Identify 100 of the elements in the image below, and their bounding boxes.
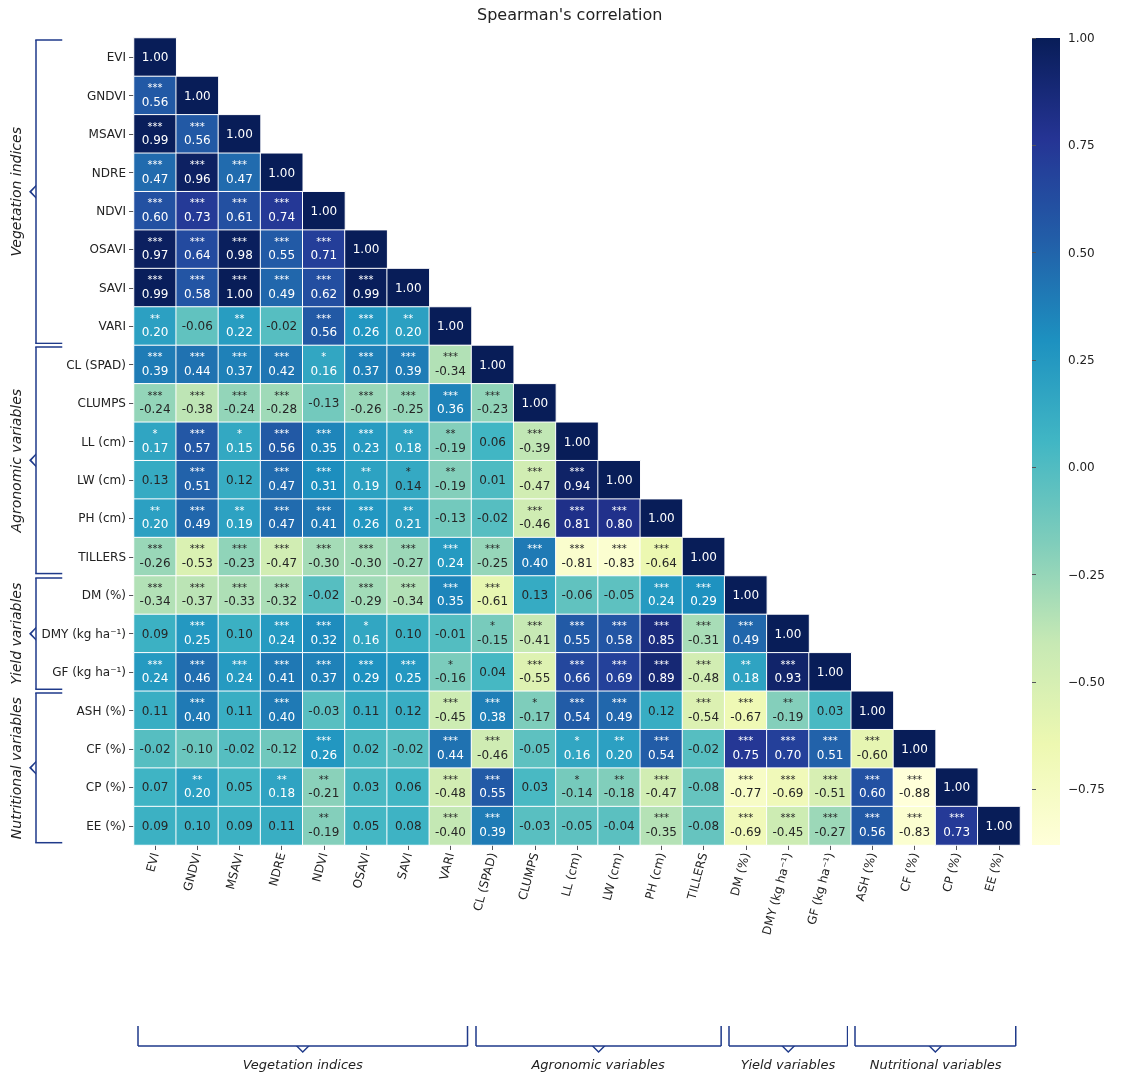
data-label: -0.02 [308, 588, 340, 603]
text: Nutritional variables [869, 1056, 1002, 1072]
data-label: *** -0.23 [477, 389, 509, 417]
data-label: *** -0.25 [392, 389, 424, 417]
data-label: *** 0.47 [268, 466, 296, 493]
data-label: * 0.15 [226, 428, 253, 455]
data-label: 1.00 [985, 818, 1013, 833]
x-tick-label: GNDVI [180, 851, 205, 893]
data-label: *** -0.47 [645, 773, 677, 801]
data-label: *** -0.46 [519, 504, 551, 532]
data-label: *** -0.77 [730, 773, 762, 801]
data-label: *** 0.47 [141, 159, 169, 186]
data-label: *** 0.40 [268, 697, 296, 724]
data-label: *** 0.24 [268, 620, 296, 647]
data-label: *** 0.73 [183, 197, 211, 224]
data-label: *** -0.83 [898, 812, 931, 839]
data-label: ** -0.21 [308, 773, 340, 801]
data-label: * 0.16 [352, 620, 380, 647]
data-label: 0.03 [352, 780, 380, 795]
x-tick-label: CP (%) [939, 851, 964, 894]
data-label: *** 0.54 [648, 735, 675, 762]
data-label: *** 0.37 [310, 658, 338, 686]
data-label: *** -0.26 [139, 543, 171, 570]
data-label: 0.09 [226, 818, 253, 833]
data-label: 1.00 [690, 549, 717, 564]
x-tick-label: EE (%) [981, 851, 1006, 894]
data-label: -0.02 [266, 319, 298, 334]
data-label: *** -0.61 [477, 581, 509, 609]
data-label: *** 0.44 [437, 735, 464, 762]
data-label: ** 0.18 [394, 428, 422, 455]
data-label: 1.00 [901, 741, 928, 756]
data-label: -0.04 [603, 818, 635, 833]
y-tick-label: LL (cm) [81, 434, 126, 449]
data-label: *** 0.40 [521, 543, 549, 570]
data-label: ** -0.18 [603, 773, 635, 801]
data-label: 0.08 [394, 818, 422, 833]
data-label: 1.00 [437, 319, 464, 334]
color-bar-label: 0.25 [1068, 352, 1095, 367]
y-tick-label: GF (kg ha⁻¹) [52, 665, 126, 680]
x-tick-label: MSAVI [223, 851, 247, 891]
data-label: *** -0.39 [519, 428, 551, 455]
data-label: *** 0.39 [394, 351, 422, 378]
data-label: 1.00 [183, 88, 211, 103]
data-label: 1.00 [774, 626, 802, 641]
data-label: -0.08 [688, 780, 720, 795]
data-label: *** 0.70 [774, 735, 802, 762]
data-label: 0.10 [226, 626, 253, 641]
y-tick-label: CP (%) [85, 780, 126, 795]
data-label: *** 0.47 [226, 159, 253, 186]
data-label: ** 0.18 [268, 773, 296, 801]
data-label: 1.00 [563, 434, 591, 449]
data-label: *** 0.80 [605, 504, 633, 532]
data-label: *** 0.24 [141, 658, 169, 686]
y-tick-label: CL (SPAD) [66, 357, 126, 372]
data-label: * -0.14 [561, 773, 593, 801]
data-label: *** 0.93 [774, 658, 802, 686]
data-label: *** -0.34 [434, 351, 466, 378]
data-label: ** 0.20 [183, 773, 211, 801]
data-label: 1.00 [310, 203, 338, 218]
data-label: *** 0.24 [226, 658, 253, 686]
data-label: *** 0.31 [310, 466, 338, 493]
data-label: 0.12 [226, 472, 253, 487]
data-label: *** -0.40 [434, 812, 466, 839]
text: Vegetation indices [242, 1056, 363, 1072]
data-label: -0.06 [181, 319, 213, 334]
data-label: 1.00 [226, 127, 253, 142]
data-label: *** 0.51 [816, 735, 844, 762]
y-tick-label: MSAVI [88, 127, 126, 142]
data-label: *** 0.41 [310, 504, 338, 532]
data-label: *** 0.61 [226, 197, 253, 224]
data-label: *** 0.85 [648, 620, 675, 647]
data-label: -0.08 [688, 818, 720, 833]
x-tick-label: OSAVI [349, 851, 373, 891]
data-label: *** -0.26 [350, 389, 382, 417]
data-label: 1.00 [858, 703, 886, 718]
data-label: *** 0.39 [141, 351, 169, 378]
data-label: *** 0.56 [183, 120, 211, 148]
data-label: *** -0.69 [772, 773, 804, 801]
data-label: *** 0.60 [141, 197, 169, 224]
chart-title: Spearman's correlation [477, 4, 663, 24]
data-label: 0.04 [479, 665, 506, 680]
y-tick-label: DMY (kg ha⁻¹) [41, 626, 126, 641]
data-label: *** 0.62 [310, 274, 338, 301]
data-label: ** 0.20 [605, 735, 633, 762]
x-tick-label: ASH (%) [852, 851, 880, 903]
data-label: -0.05 [519, 741, 551, 756]
data-label: *** -0.35 [645, 812, 677, 839]
data-label: ** -0.19 [308, 812, 340, 839]
x-tick-label: LW (cm) [599, 851, 626, 903]
data-label: *** 0.55 [563, 620, 591, 647]
data-label: *** -0.29 [350, 581, 382, 609]
data-label: *** 0.58 [605, 620, 633, 647]
data-label: * 0.16 [563, 735, 591, 762]
x-tick-label: CF (%) [897, 851, 922, 894]
data-label: *** -0.60 [856, 735, 888, 762]
data-label: ** 0.22 [226, 312, 253, 340]
y-tick-label: VARI [98, 319, 126, 334]
data-label: *** 0.38 [479, 697, 506, 724]
data-label: ** -0.19 [772, 697, 804, 724]
x-tick-label: VARI [436, 851, 458, 882]
